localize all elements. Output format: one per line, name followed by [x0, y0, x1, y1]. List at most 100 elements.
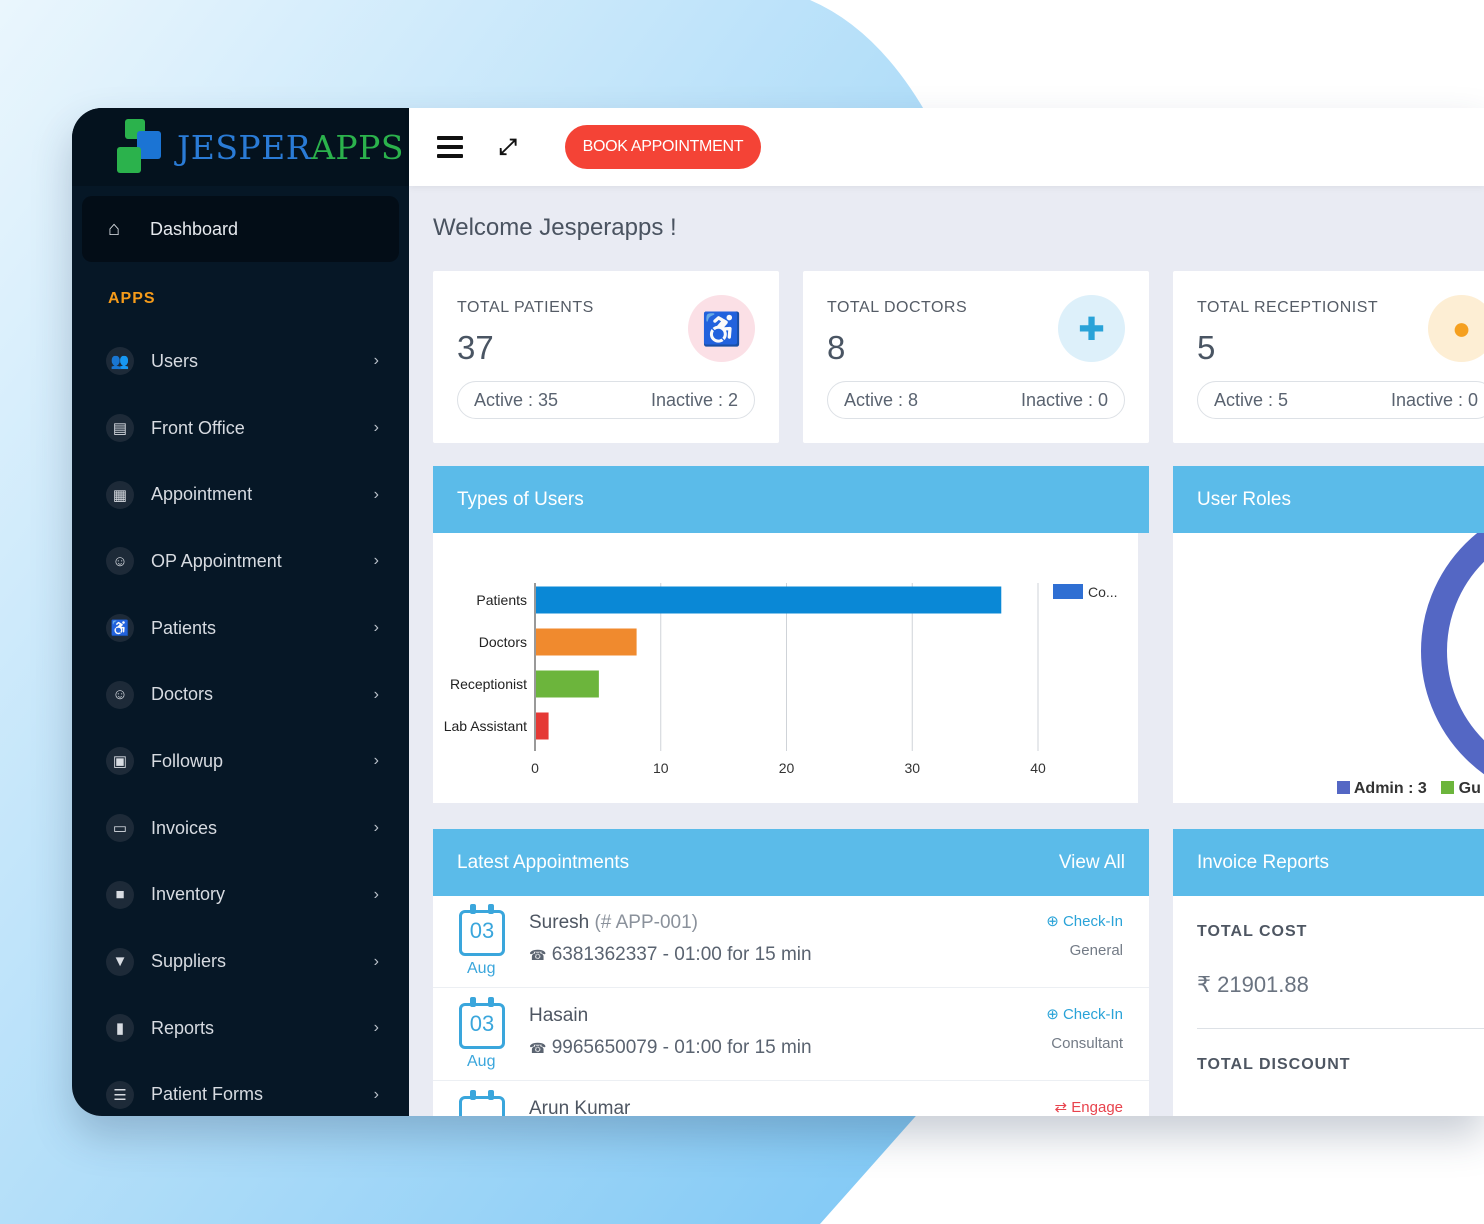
sidebar-item-followup[interactable]: ▣ Followup ›: [72, 728, 409, 795]
appointment-row[interactable]: 03 Aug Suresh (# APP-001) ☎ 6381362337 - 01…: [433, 896, 1149, 988]
sidebar-item-label: Front Office: [151, 417, 245, 438]
types-of-users-chart: 0 10 20 30 40 Patients Doctors Receptionist Lab …: [433, 533, 1138, 803]
wheelchair-icon: ♿: [688, 295, 755, 362]
fullscreen-icon[interactable]: ⤢: [499, 134, 517, 159]
page-title: Welcome Jesperapps !: [433, 214, 677, 241]
appointment-row[interactable]: 03 Aug Hasain ☎ 9965650079 - 01:00 for 15 …: [433, 989, 1149, 1081]
panel-title: Invoice Reports: [1197, 851, 1330, 873]
appointment-status[interactable]: ⇄ Engage: [1055, 1098, 1123, 1116]
total-cost-label: TOTAL COST: [1197, 923, 1308, 940]
sidebar-item-invoices[interactable]: ▭ Invoices ›: [72, 795, 409, 862]
status-icon: ⊕: [1046, 913, 1063, 930]
chevron-right-icon: ›: [373, 1019, 379, 1037]
sidebar-item-label: OP Appointment: [151, 550, 282, 571]
appointment-name: Suresh (# APP-001): [529, 912, 698, 934]
appointment-phone-text: 9965650079 - 01:00 for 15 min: [551, 1037, 812, 1058]
sidebar-item-suppliers[interactable]: ▼ Suppliers ›: [72, 928, 409, 995]
contact-book-icon: ▣: [106, 747, 134, 776]
sidebar-item-op-appointment[interactable]: ☺ OP Appointment ›: [72, 528, 409, 595]
appointment-status-text: Check-In: [1062, 1006, 1123, 1023]
appointment-id: (# APP-001): [594, 912, 698, 933]
legend-label: Co...: [1088, 584, 1118, 600]
sidebar-item-label: Reports: [151, 1017, 215, 1038]
latest-appointments-header: Latest Appointments View All: [433, 829, 1149, 896]
appointment-name: Hasain: [529, 1005, 588, 1027]
sidebar-item-patients[interactable]: ♿ Patients ›: [72, 595, 409, 662]
stat-card: TOTAL DOCTORS 8 ✚ Active : 8 Inactive : 0: [803, 271, 1149, 443]
file-icon: ▮: [106, 1014, 134, 1043]
x-tick-label: 0: [531, 760, 539, 776]
sidebar-item-users[interactable]: 👥 Users ›: [72, 328, 409, 395]
patient-name: Hasain: [529, 1005, 589, 1026]
total-cost-value: ₹ 21901.88: [1197, 972, 1309, 997]
stat-inactive: Inactive : 0: [1390, 389, 1478, 410]
appointment-status[interactable]: ⊕ Check-In: [1046, 1005, 1123, 1023]
logo[interactable]: JESPERAPPS: [72, 108, 409, 186]
archive-icon: ■: [106, 880, 134, 909]
y-category-label: Doctors: [479, 634, 527, 650]
sidebar-item-patient-forms[interactable]: ☰ Patient Forms ›: [72, 1062, 409, 1116]
legend-swatch-guest: [1441, 781, 1455, 794]
wheelchair-icon: ♿: [106, 614, 134, 643]
appointment-row[interactable]: Arun Kumar ⇄ Engage: [433, 1082, 1149, 1116]
logo-mark-icon: [117, 119, 167, 175]
sidebar-item-label: Invoices: [151, 817, 218, 838]
chevron-right-icon: ›: [373, 885, 379, 903]
brand-name: JESPERAPPS: [177, 127, 404, 167]
appointment-type: Consultant: [1051, 1035, 1123, 1052]
book-appointment-button[interactable]: BOOK APPOINTMENT: [564, 125, 762, 169]
sidebar-item-front-office[interactable]: ▤ Front Office ›: [72, 395, 409, 462]
section-label-apps: APPS: [108, 290, 156, 307]
y-category-label: Lab Assistant: [444, 718, 527, 734]
calendar-icon: 03: [459, 997, 505, 1049]
doctor-icon: ☺: [106, 680, 134, 709]
stat-card: TOTAL PATIENTS 37 ♿ Active : 35 Inactive : 2: [433, 271, 779, 443]
sidebar-item-label: Inventory: [151, 884, 226, 905]
calendar-icon: [459, 1090, 505, 1116]
menu-toggle-icon[interactable]: [437, 136, 463, 158]
list-icon: ☰: [106, 1080, 134, 1109]
sidebar-item-reports[interactable]: ▮ Reports ›: [72, 995, 409, 1062]
sidebar-item-label: Patients: [151, 617, 217, 638]
stat-status-pill: Active : 5 Inactive : 0: [1197, 381, 1484, 419]
appointment-type: General: [1069, 942, 1123, 959]
appointment-phone: ☎ 6381362337 - 01:00 for 15 min: [529, 944, 812, 966]
stat-inactive: Inactive : 0: [1020, 389, 1108, 410]
stat-title: TOTAL PATIENTS: [457, 299, 594, 316]
invoice-reports-body: TOTAL COST ₹ 21901.88 TOTAL DISCOUNT: [1173, 896, 1484, 1116]
home-icon: ⌂: [108, 218, 121, 240]
sidebar-item-label: Appointment: [151, 484, 253, 505]
chevron-right-icon: ›: [373, 685, 379, 703]
calendar-icon: 03: [459, 904, 505, 956]
phone-icon: ☎: [529, 947, 547, 963]
stat-value: 5: [1197, 329, 1216, 366]
calendar-icon: ▦: [106, 480, 134, 509]
stat-status-pill: Active : 35 Inactive : 2: [457, 381, 755, 419]
legend-swatch: [1053, 584, 1083, 599]
appointment-status-text: Check-In: [1062, 913, 1123, 930]
x-tick-label: 40: [1030, 760, 1046, 776]
sidebar-item-doctors[interactable]: ☺ Doctors ›: [72, 661, 409, 728]
appointment-name: Arun Kumar: [529, 1098, 630, 1116]
sidebar-item-inventory[interactable]: ■ Inventory ›: [72, 862, 409, 929]
sidebar-item-appointment[interactable]: ▦ Appointment ›: [72, 461, 409, 528]
users-icon: 👥: [106, 347, 134, 376]
sidebar-item-dashboard[interactable]: ⌂ Dashboard: [82, 196, 399, 262]
panel-title: Types of Users: [457, 488, 584, 510]
sidebar-item-label: Suppliers: [151, 951, 227, 972]
x-tick-label: 30: [904, 760, 920, 776]
bar-lab-assistant: [536, 712, 549, 740]
view-all-link[interactable]: View All: [1058, 851, 1125, 873]
appointment-month: Aug: [467, 960, 496, 977]
legend-label-guest: Gu: [1458, 780, 1481, 797]
bar-chart: 0 10 20 30 40 Patients Doctors Receptionist Lab …: [444, 583, 1118, 776]
donut-chart: [1421, 533, 1484, 775]
stat-card: TOTAL RECEPTIONIST 5 ● Active : 5 Inactive :…: [1173, 271, 1484, 443]
donut-ring-admin: [1421, 533, 1484, 775]
appointment-month: Aug: [467, 1053, 496, 1070]
appointment-status[interactable]: ⊕ Check-In: [1046, 912, 1123, 930]
building-icon: ▤: [106, 414, 134, 443]
sidebar-item-label: Dashboard: [150, 218, 239, 239]
x-tick-label: 10: [653, 760, 669, 776]
sidebar-item-label: Users: [151, 350, 199, 371]
